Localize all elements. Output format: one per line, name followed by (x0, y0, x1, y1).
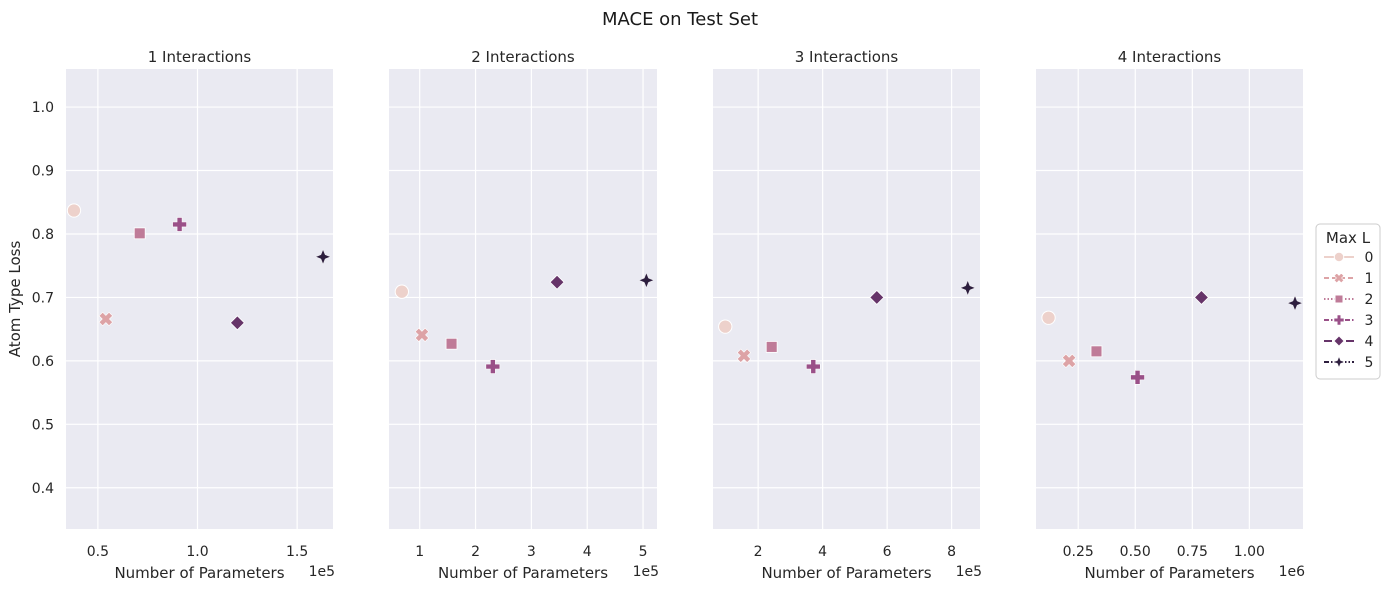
x-tick-label: 2 (471, 544, 480, 560)
data-point-maxl-3 (805, 359, 821, 374)
x-tick-label: 5 (639, 544, 648, 560)
x-axis-label: Number of Parameters (438, 564, 608, 582)
y-axis-label: Atom Type Loss (6, 241, 24, 358)
x-tick-label: 4 (818, 544, 827, 560)
x-tick-label: 1.0 (186, 544, 208, 560)
data-point-maxl-0 (66, 203, 82, 218)
y-tick-label: 0.4 (32, 481, 54, 497)
x-axis-label: Number of Parameters (1084, 564, 1254, 582)
x-tick-label: 2 (754, 544, 763, 560)
legend-entry-label: 4 (1365, 334, 1374, 350)
y-tick-label: 0.9 (32, 164, 54, 180)
panel-1: 0.4 0.5 0.6 0.7 0.8 0.9 1.0 0.5 1.0 1.5 1 Interact… (6, 48, 335, 582)
data-point-maxl-2 (445, 337, 458, 350)
y-tick-label: 0.8 (32, 227, 54, 243)
x-axis-label: Number of Parameters (761, 564, 931, 582)
legend-entry-label: 3 (1365, 313, 1374, 329)
data-point-maxl-5 (959, 280, 976, 296)
x-axis-offset-label: 1e6 (1279, 564, 1306, 580)
legend-marker-maxl-2 (1334, 294, 1344, 304)
data-point-maxl-1 (736, 348, 752, 363)
legend-marker-maxl-3 (1333, 314, 1345, 326)
x-tick-label: 0.75 (1177, 544, 1208, 560)
legend-title: Max L (1326, 229, 1371, 247)
plot-background (1036, 69, 1303, 529)
y-tick-label: 1.0 (32, 100, 54, 116)
panel-4: 0.25 0.50 0.75 1.00 4 Interactions Number of … (1036, 48, 1305, 582)
panel-3: 2 4 6 8 3 Interactions Number of Parameters 1e… (713, 48, 982, 582)
x-axis-label: Number of Parameters (114, 564, 284, 582)
panel-title: 4 Interactions (1118, 48, 1222, 66)
data-point-maxl-1 (414, 327, 430, 343)
data-point-maxl-4 (869, 289, 885, 305)
x-tick-label: 4 (583, 544, 592, 560)
figure-title: MACE on Test Set (602, 9, 758, 30)
data-point-maxl-5 (1287, 295, 1303, 312)
data-point-maxl-4 (229, 315, 245, 331)
x-tick-label: 0.50 (1120, 544, 1151, 560)
x-tick-label: 8 (947, 544, 956, 560)
x-tick-label: 1.5 (286, 544, 308, 560)
legend-marker-maxl-4 (1333, 335, 1345, 347)
data-point-maxl-5 (638, 272, 655, 289)
panel-2: 1 2 3 4 5 2 Interactions Number of Parameters 1… (389, 48, 659, 582)
data-point-maxl-0 (718, 319, 733, 334)
legend-entry-label: 2 (1365, 292, 1374, 308)
plot-background (713, 69, 980, 529)
x-axis-offset-label: 1e5 (309, 564, 335, 580)
legend: Max L 0 1 2 3 4 5 (1315, 223, 1381, 380)
data-point-maxl-0 (394, 284, 409, 299)
data-point-maxl-3 (1130, 370, 1145, 385)
legend-marker-maxl-0 (1333, 251, 1345, 263)
data-point-maxl-2 (1090, 345, 1103, 358)
data-point-maxl-1 (98, 311, 114, 327)
x-tick-label: 1.00 (1234, 544, 1265, 560)
panel-title: 2 Interactions (471, 48, 575, 66)
data-point-maxl-5 (315, 248, 331, 265)
data-point-maxl-0 (1041, 310, 1056, 325)
x-axis-offset-label: 1e5 (633, 564, 659, 580)
x-axis-offset-label: 1e5 (956, 564, 982, 580)
data-point-maxl-1 (1061, 353, 1077, 369)
data-point-maxl-3 (172, 217, 187, 232)
plot-background (389, 69, 657, 529)
x-tick-label: 0.5 (87, 544, 109, 560)
y-tick-label: 0.7 (32, 290, 54, 306)
x-tick-label: 3 (527, 544, 536, 560)
data-point-maxl-2 (133, 227, 146, 240)
legend-entry-label: 1 (1365, 271, 1374, 287)
legend-marker-maxl-1 (1333, 272, 1345, 284)
x-tick-label: 1 (415, 544, 424, 560)
data-point-maxl-4 (1193, 289, 1210, 305)
y-tick-label: 0.6 (32, 354, 54, 370)
legend-entry-label: 0 (1365, 250, 1374, 266)
legend-entry-label: 5 (1365, 355, 1374, 371)
x-tick-label: 6 (883, 544, 892, 560)
plot-background (66, 69, 333, 529)
chart-panels: 0.4 0.5 0.6 0.7 0.8 0.9 1.0 0.5 1.0 1.5 1 Interact… (6, 48, 1305, 582)
panel-title: 3 Interactions (795, 48, 899, 66)
y-tick-label: 0.5 (32, 417, 54, 433)
x-tick-label: 0.25 (1063, 544, 1094, 560)
data-point-maxl-2 (765, 341, 778, 353)
panel-title: 1 Interactions (148, 48, 252, 66)
data-point-maxl-3 (485, 359, 501, 374)
data-point-maxl-4 (549, 274, 565, 290)
legend-marker-maxl-5 (1333, 356, 1345, 368)
